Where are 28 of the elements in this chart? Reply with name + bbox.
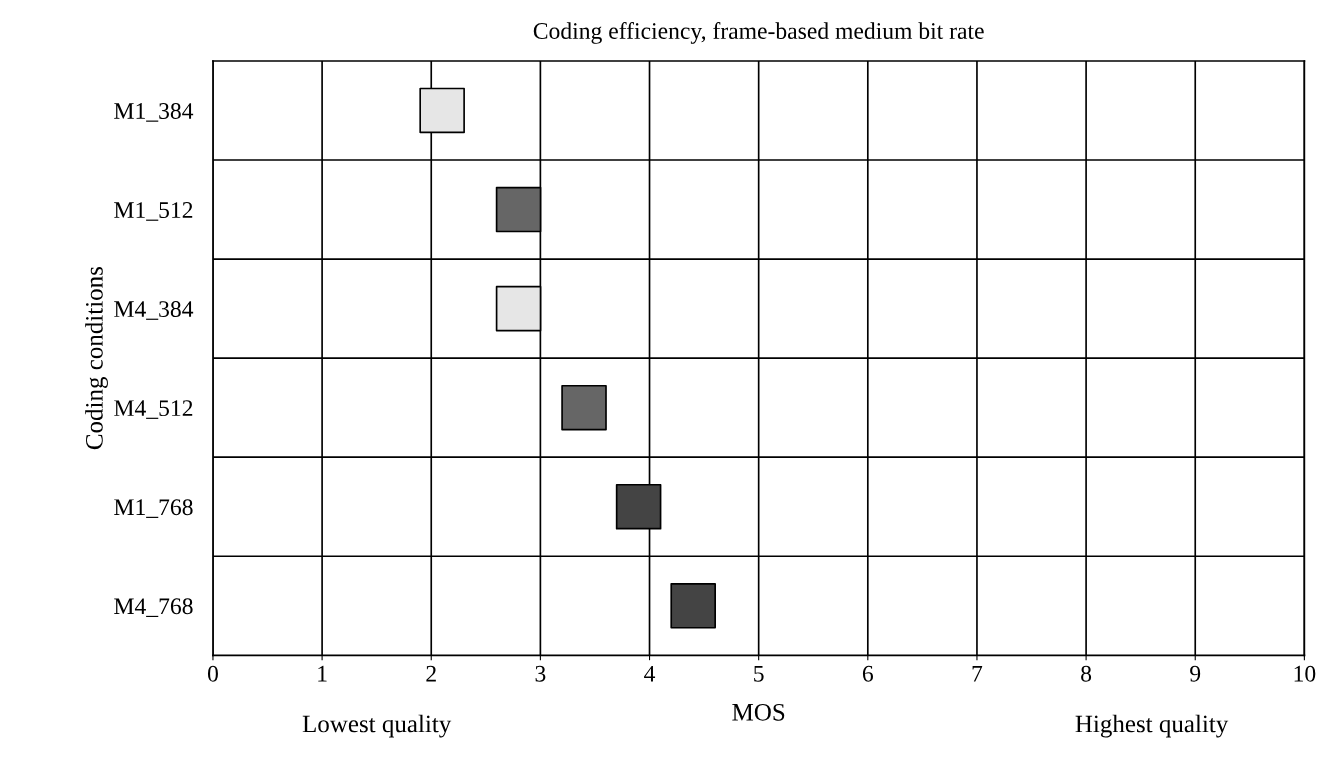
- x-tick-label: 1: [318, 665, 327, 682]
- chart-title: Coding efficiency, frame-based medium bit rate: [533, 22, 984, 44]
- x-tick-label: 0: [207, 665, 218, 682]
- y-tick-label: M1_768: [114, 499, 193, 518]
- y-tick-label: M1_512: [114, 202, 193, 221]
- y-tick-label: M1_384: [114, 102, 194, 122]
- x-tick-label: 4: [644, 665, 656, 682]
- x-tick-label: 3: [535, 665, 546, 682]
- y-tick-label: M4_384: [114, 301, 194, 320]
- point: [561, 384, 607, 431]
- x-tick-label: 2: [426, 665, 436, 682]
- point: [495, 186, 542, 233]
- text: Lowest quality: [302, 714, 452, 738]
- x-tick-label: 9: [1190, 665, 1201, 682]
- x-tick-label: 8: [1081, 665, 1092, 682]
- y-tick-label: M4_512: [114, 400, 193, 419]
- y-tick-label: M4_768: [114, 598, 193, 618]
- point: [615, 483, 662, 530]
- point: [495, 285, 542, 332]
- point: [670, 582, 716, 629]
- y-axis-title: Coding conditions: [85, 267, 108, 450]
- point: [419, 87, 465, 134]
- x-tick-label: 7: [972, 665, 983, 682]
- text: Highest quality: [1075, 714, 1229, 738]
- x-tick-label: 5: [754, 665, 764, 682]
- x-tick-label: 6: [862, 665, 874, 682]
- x-tick-label: 10: [1294, 665, 1316, 682]
- x-axis-title: MOS: [732, 703, 785, 721]
